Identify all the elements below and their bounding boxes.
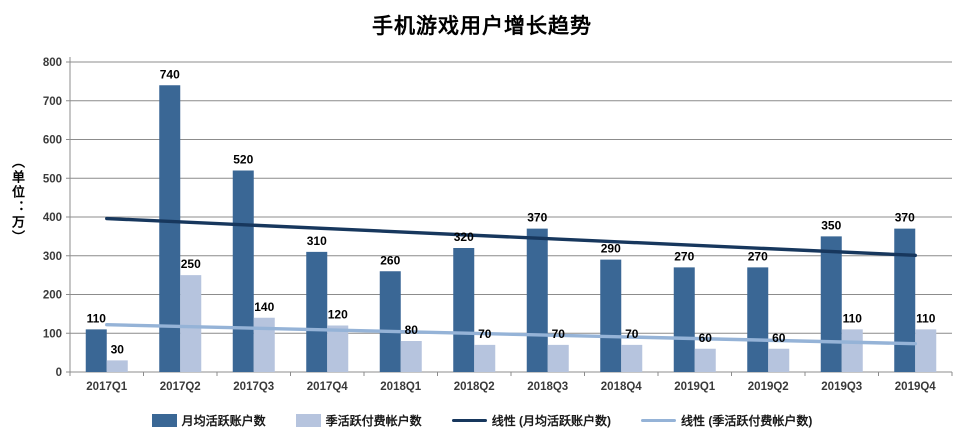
data-label: 70 <box>478 327 492 341</box>
data-label: 350 <box>821 218 841 232</box>
trendline-monthly-active <box>105 216 917 258</box>
y-tick-label: 200 <box>43 290 62 302</box>
legend-label: 季活跃付费帐户数 <box>325 414 422 428</box>
legend-swatch-box <box>151 414 177 427</box>
bar-monthly-active-users <box>747 267 769 372</box>
data-label: 80 <box>405 323 419 337</box>
bar-monthly-active-users <box>85 329 107 372</box>
y-tick-label: 0 <box>56 367 62 379</box>
bar-monthly-active-users <box>526 228 548 372</box>
legend-label: 线性 (月均活跃账户数) <box>491 414 612 428</box>
legend-item: 季活跃付费帐户数 <box>295 412 422 429</box>
data-label: 120 <box>328 308 348 322</box>
data-label: 110 <box>87 311 107 325</box>
data-label: 140 <box>254 300 274 314</box>
data-label: 310 <box>307 234 327 248</box>
y-tick-label: 400 <box>43 212 62 224</box>
bar-quarterly-paying-users <box>915 329 937 372</box>
bar-quarterly-paying-users <box>547 344 569 372</box>
data-label: 370 <box>527 211 547 225</box>
bar-monthly-active-users <box>232 170 254 372</box>
data-label: 740 <box>160 67 180 81</box>
x-tick-label: 2018Q1 <box>380 381 422 393</box>
bar-quarterly-paying-users <box>694 348 716 372</box>
y-tick-label: 300 <box>43 251 62 263</box>
x-tick-label: 2017Q3 <box>233 381 274 393</box>
legend-label: 月均活跃账户数 <box>181 414 266 428</box>
data-label: 520 <box>233 153 253 167</box>
x-tick-label: 2018Q4 <box>601 381 643 393</box>
data-label: 370 <box>895 211 915 225</box>
y-axis-title: （单位：万） <box>10 155 25 245</box>
y-tick-label: 100 <box>43 328 62 340</box>
x-tick-label: 2017Q2 <box>160 381 201 393</box>
data-label: 60 <box>772 331 786 345</box>
x-tick-label: 2019Q4 <box>895 381 937 393</box>
legend-swatch-box <box>295 414 321 427</box>
data-label: 270 <box>674 249 694 263</box>
data-label: 260 <box>380 253 400 267</box>
data-label: 70 <box>625 327 639 341</box>
data-label: 290 <box>601 242 621 256</box>
bar-quarterly-paying-users <box>400 341 422 372</box>
chart-title: 手机游戏用户增长趋势 <box>372 15 592 38</box>
y-tick-label: 800 <box>43 57 62 69</box>
bar-quarterly-paying-users <box>253 317 275 372</box>
bar-monthly-active-users <box>453 248 475 372</box>
legend-swatch-line <box>641 419 677 422</box>
bar-quarterly-paying-users <box>180 275 202 372</box>
x-tick-label: 2019Q1 <box>674 381 716 393</box>
bar-quarterly-paying-users <box>621 344 643 372</box>
data-label: 60 <box>699 331 713 345</box>
y-tick-label: 700 <box>43 96 62 108</box>
data-label: 70 <box>552 327 566 341</box>
bar-quarterly-paying-users <box>841 329 863 372</box>
bar-quarterly-paying-users <box>474 344 496 372</box>
y-tick-label: 600 <box>43 135 62 147</box>
bar-monthly-active-users <box>894 228 916 372</box>
x-tick-label: 2019Q3 <box>821 381 862 393</box>
data-label: 250 <box>181 257 201 271</box>
trendline-quarterly-paying <box>105 323 917 346</box>
x-tick-label: 2019Q2 <box>748 381 789 393</box>
bar-quarterly-paying-users <box>768 348 790 372</box>
bar-monthly-active-users <box>600 259 622 372</box>
legend-item: 月均活跃账户数 <box>151 412 266 429</box>
bar-monthly-active-users <box>820 236 842 372</box>
bar-monthly-active-users <box>306 251 328 372</box>
legend-label: 线性 (季活跃付费帐户数) <box>681 414 813 428</box>
legend-item: 线性 (季活跃付费帐户数) <box>641 412 812 429</box>
y-tick-label: 500 <box>43 173 62 185</box>
x-tick-label: 2017Q4 <box>307 381 349 393</box>
legend: 月均活跃账户数 季活跃付费帐户数 线性 (月均活跃账户数) 线性 (季活跃付费帐户数) <box>0 412 964 429</box>
bar-quarterly-paying-users <box>106 360 128 372</box>
x-tick-label: 2018Q2 <box>454 381 495 393</box>
data-label: 320 <box>454 230 474 244</box>
x-tick-label: 2018Q3 <box>527 381 568 393</box>
data-label: 30 <box>111 342 125 356</box>
bar-monthly-active-users <box>379 271 401 372</box>
data-label: 110 <box>916 311 936 325</box>
bar-monthly-active-users <box>159 85 181 372</box>
bar-quarterly-paying-users <box>327 325 349 372</box>
bar-monthly-active-users <box>673 267 695 372</box>
data-label: 110 <box>843 311 863 325</box>
legend-swatch-line <box>451 419 487 422</box>
x-tick-label: 2017Q1 <box>86 381 128 393</box>
legend-item: 线性 (月均活跃账户数) <box>451 412 612 429</box>
data-label: 270 <box>748 249 768 263</box>
